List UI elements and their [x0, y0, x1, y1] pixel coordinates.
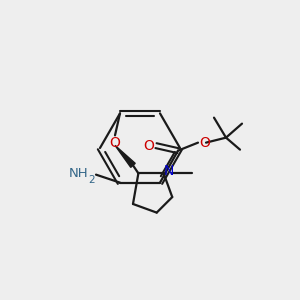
Text: N: N: [164, 164, 174, 178]
Text: O: O: [200, 136, 210, 150]
Text: 2: 2: [88, 175, 95, 184]
Text: O: O: [110, 136, 120, 150]
Polygon shape: [115, 146, 135, 167]
Text: NH: NH: [68, 167, 88, 180]
Text: O: O: [144, 139, 154, 153]
